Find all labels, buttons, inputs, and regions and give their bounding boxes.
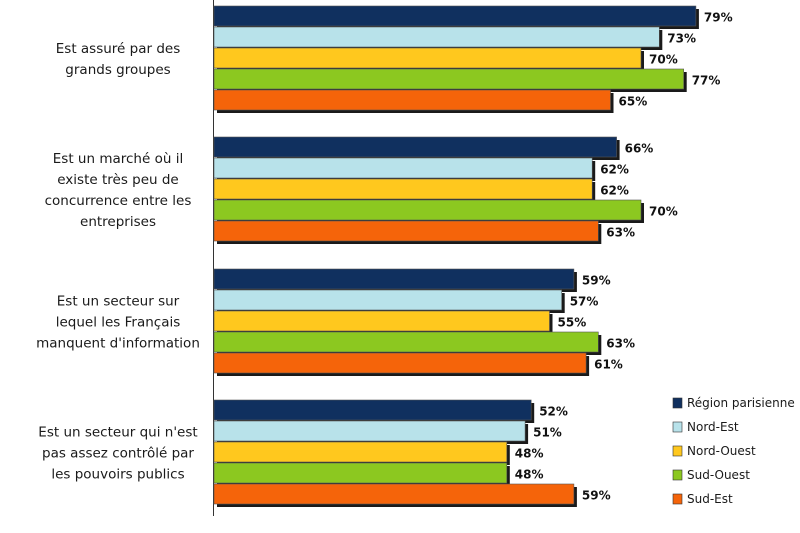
category-label: lequel les Français — [56, 315, 181, 331]
value-label: 66% — [625, 142, 654, 156]
value-label: 55% — [558, 316, 587, 330]
category-label: Est un marché où il — [53, 151, 183, 167]
bar — [213, 89, 611, 111]
bar — [213, 399, 532, 421]
bar — [213, 483, 575, 505]
bar — [213, 331, 599, 353]
category-label: pas assez contrôlé par — [42, 446, 194, 462]
legend-swatch — [672, 493, 683, 505]
bar — [213, 199, 642, 221]
bar — [213, 420, 526, 442]
bar — [213, 310, 550, 332]
value-label: 59% — [582, 274, 611, 288]
value-label: 59% — [582, 489, 611, 503]
bar — [213, 136, 617, 158]
category-label: grands groupes — [65, 62, 170, 78]
value-label: 57% — [570, 295, 599, 309]
value-label: 62% — [600, 184, 629, 198]
category-label: Est assuré par des — [56, 41, 181, 57]
category-label: Est un secteur sur — [57, 294, 180, 310]
value-label: 48% — [515, 447, 544, 461]
bar — [213, 157, 593, 179]
legend-label: Sud-Ouest — [687, 468, 750, 482]
bar — [213, 441, 508, 463]
legend-label: Région parisienne — [687, 396, 795, 410]
bar — [213, 178, 593, 200]
value-label: 73% — [667, 32, 696, 46]
category-group: Est un secteur sur lequel les Français man… — [36, 268, 635, 376]
value-label: 48% — [515, 468, 544, 482]
category-label: les pouvoirs publics — [51, 467, 184, 483]
legend: Région parisienne Nord-Est Nord-Ouest Sud-O… — [672, 396, 795, 506]
category-label: existe très peu de — [57, 172, 179, 188]
category-group: Est un marché où il existe très peu de con… — [45, 136, 678, 244]
value-label: 65% — [619, 95, 648, 109]
bar — [213, 462, 508, 484]
category-group: Est un secteur qui n'est pas assez contrô… — [38, 399, 611, 507]
value-label: 63% — [606, 226, 635, 240]
legend-swatch — [672, 469, 683, 481]
bar — [213, 47, 642, 69]
category-label: manquent d'information — [36, 336, 200, 352]
category-label: Est un secteur qui n'est — [38, 425, 197, 441]
legend-label: Sud-Est — [687, 492, 733, 506]
legend-label: Nord-Est — [687, 420, 739, 434]
category-group: Est assuré par des grands groupes 79% 73% 70… — [56, 5, 733, 113]
legend-label: Nord-Ouest — [687, 444, 756, 458]
value-label: 77% — [692, 74, 721, 88]
category-label: entreprises — [80, 214, 156, 230]
bar — [213, 268, 575, 290]
value-label: 62% — [600, 163, 629, 177]
value-label: 63% — [606, 337, 635, 351]
legend-swatch — [672, 397, 683, 409]
legend-swatch — [672, 421, 683, 433]
value-label: 51% — [533, 426, 562, 440]
value-label: 61% — [594, 358, 623, 372]
value-label: 79% — [704, 11, 733, 25]
category-label: concurrence entre les — [45, 193, 192, 209]
bar — [213, 5, 697, 27]
value-label: 70% — [649, 53, 678, 67]
bar-groups: Est assuré par des grands groupes 79% 73% 70… — [36, 5, 733, 507]
bar — [213, 220, 599, 242]
value-label: 70% — [649, 205, 678, 219]
bar — [213, 68, 685, 90]
bar — [213, 352, 587, 374]
bar — [213, 26, 660, 48]
legend-swatch — [672, 445, 683, 457]
bar — [213, 289, 563, 311]
value-label: 52% — [539, 405, 568, 419]
